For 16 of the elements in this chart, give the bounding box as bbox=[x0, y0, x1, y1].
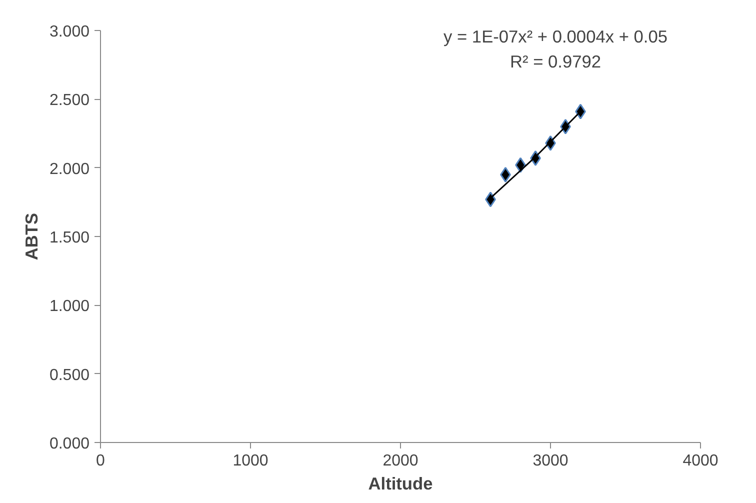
annotation: R² = 0.9792 bbox=[510, 52, 602, 72]
y-tick-label: 0.000 bbox=[49, 436, 90, 452]
y-tick-label: 2.500 bbox=[49, 92, 90, 110]
x-tick-label: 4000 bbox=[682, 452, 718, 470]
y-tick-label: 0.500 bbox=[49, 366, 90, 384]
y-tick-label: 3.000 bbox=[49, 24, 90, 40]
x-tick-label: 3000 bbox=[532, 452, 568, 470]
x-axis-title: Altitude bbox=[368, 474, 434, 494]
y-tick-label: 1.000 bbox=[49, 298, 90, 316]
x-tick-label: 0 bbox=[96, 452, 106, 470]
y-axis-title: ABTS bbox=[21, 212, 42, 260]
y-tick-label: 2.000 bbox=[49, 160, 90, 178]
x-tick-label: 2000 bbox=[382, 452, 418, 470]
x-tick-label: 1000 bbox=[232, 452, 268, 470]
annotation: y = 1E-07x² + 0.0004x + 0.05 bbox=[444, 26, 668, 46]
y-tick-label: 1.500 bbox=[49, 230, 90, 246]
